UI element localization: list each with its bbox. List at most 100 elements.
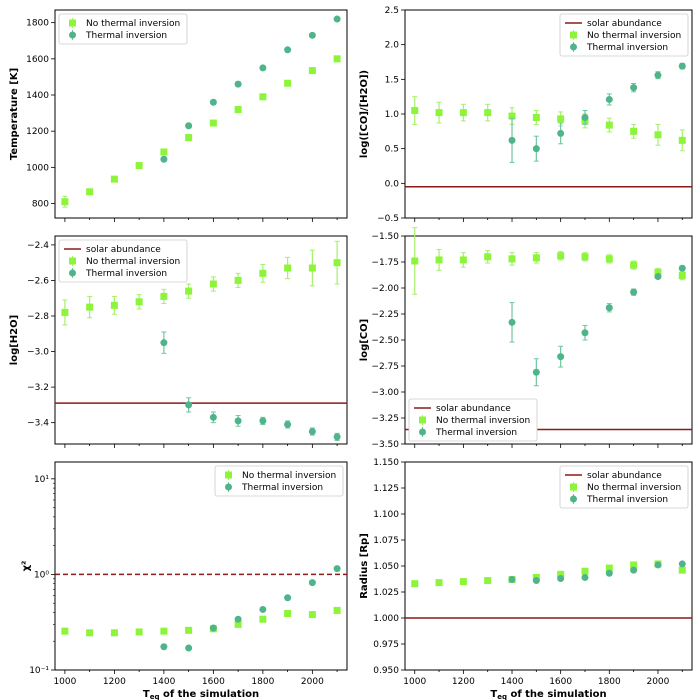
marker-thermal-inversion: [678, 264, 686, 272]
marker-thermal-inversion: [185, 401, 193, 409]
legend: solar abundance No thermal inversion Therm…: [559, 465, 689, 509]
marker-thermal-inversion: [308, 31, 316, 39]
y-tick-label: 1400: [26, 91, 49, 101]
marker-no-inversion: [557, 570, 565, 578]
marker-thermal-inversion: [557, 574, 565, 582]
y-tick-label: 2.5: [385, 6, 399, 16]
marker-no-inversion: [630, 561, 638, 569]
marker-no-inversion: [557, 115, 565, 123]
marker-no-inversion: [605, 255, 613, 263]
marker-thermal-inversion: [630, 84, 638, 92]
y-tick-label: −1.75: [371, 258, 399, 268]
y-tick-label: −2.25: [371, 310, 399, 320]
y-tick-label: 1.000: [373, 614, 399, 624]
x-axis-label-part: of the simulation: [507, 689, 607, 700]
marker-thermal-inversion: [581, 113, 589, 121]
marker-no-inversion: [284, 610, 292, 618]
legend-label: No thermal inversion: [587, 483, 681, 493]
marker-no-inversion: [308, 67, 316, 75]
y-tick-label: 1200: [26, 127, 49, 137]
legend-square-marker: [69, 257, 76, 265]
marker-no-inversion: [532, 254, 540, 262]
marker-thermal-inversion: [508, 318, 516, 326]
marker-no-inversion: [411, 257, 419, 265]
x-axis-label: Teq of the simulation: [143, 689, 259, 700]
y-axis-label: log[CO]: [359, 319, 370, 361]
marker-no-inversion: [61, 308, 69, 316]
marker-no-inversion: [435, 579, 443, 587]
marker-thermal-inversion: [185, 644, 193, 652]
marker-no-inversion: [484, 109, 492, 117]
marker-no-inversion: [333, 259, 341, 267]
marker-thermal-inversion: [581, 329, 589, 337]
marker-no-inversion: [61, 198, 69, 206]
marker-no-inversion: [160, 148, 168, 156]
marker-no-inversion: [484, 577, 492, 585]
marker-thermal-inversion: [308, 428, 316, 436]
legend-box: [58, 13, 188, 45]
x-tick-label: 1000: [53, 677, 76, 687]
marker-thermal-inversion: [654, 71, 662, 79]
marker-no-inversion: [185, 134, 193, 142]
legend: solar abundance No thermal inversion Therm…: [559, 13, 689, 57]
legend: solar abundance No thermal inversion Therm…: [408, 398, 538, 442]
marker-thermal-inversion: [678, 62, 686, 70]
y-tick-label: 800: [32, 200, 49, 210]
marker-no-inversion: [135, 298, 143, 306]
marker-thermal-inversion: [630, 288, 638, 296]
axes-frame: [54, 461, 348, 671]
legend-label: Thermal inversion: [241, 483, 323, 493]
legend-box: [559, 465, 689, 509]
marker-thermal-inversion: [259, 605, 267, 613]
legend-circle-marker: [570, 495, 577, 503]
marker-thermal-inversion: [284, 46, 292, 54]
legend-circle-marker: [570, 43, 577, 51]
marker-no-inversion: [160, 627, 168, 635]
marker-no-inversion: [435, 256, 443, 264]
legend: solar abundance No thermal inversion Therm…: [58, 239, 188, 283]
panel-co: −3.50 −3.25 −3.00 −2.75 −2.50 −2.25 −2.00 −1.75…: [359, 227, 693, 450]
y-tick-label: −2.4: [27, 241, 49, 251]
y-tick-label: 0.5: [385, 145, 399, 155]
legend-label: Thermal inversion: [586, 43, 668, 53]
legend-square-marker: [570, 483, 577, 491]
legend-label: solar abundance: [587, 19, 662, 29]
y-axis-label: Temperature [K]: [9, 68, 20, 160]
axes-frame: [54, 235, 348, 445]
marker-thermal-inversion: [605, 95, 613, 103]
x-tick-label: 2000: [646, 677, 669, 687]
marker-no-inversion: [411, 107, 419, 115]
marker-no-inversion: [110, 629, 118, 637]
marker-no-inversion: [532, 113, 540, 121]
legend-label: solar abundance: [436, 404, 511, 414]
legend-square-marker: [570, 31, 577, 39]
x-tick-label: 1800: [251, 677, 274, 687]
marker-thermal-inversion: [532, 368, 540, 376]
legend-box: [408, 398, 538, 442]
panel-chi2: 10⁻¹ 10⁰ 10¹ 1000 1200 1400 1600 1800 2000 Teq of…: [21, 461, 348, 700]
y-tick-label: −3.0: [27, 348, 49, 358]
y-tick-label: −2.8: [27, 312, 49, 322]
marker-thermal-inversion: [160, 643, 168, 651]
marker-no-inversion: [284, 264, 292, 272]
marker-no-inversion: [86, 629, 94, 637]
marker-no-inversion: [333, 55, 341, 63]
marker-thermal-inversion: [581, 573, 589, 581]
marker-thermal-inversion: [259, 417, 267, 425]
y-axis-label: χ²: [21, 561, 32, 572]
marker-thermal-inversion: [605, 569, 613, 577]
y-tick-label: −3.2: [27, 383, 49, 393]
x-tick-label: 1400: [152, 677, 175, 687]
marker-no-inversion: [654, 131, 662, 139]
marker-thermal-inversion: [508, 576, 516, 584]
axes-frame: [54, 9, 348, 219]
legend-label: Thermal inversion: [85, 269, 167, 279]
marker-thermal-inversion: [234, 615, 242, 623]
marker-thermal-inversion: [508, 136, 516, 144]
y-tick-label: −3.4: [27, 419, 49, 429]
x-tick-label: 1000: [403, 677, 426, 687]
marker-thermal-inversion: [557, 129, 565, 137]
marker-no-inversion: [581, 253, 589, 261]
marker-no-inversion: [110, 301, 118, 309]
panel-co_h2o: −0.5 0.0 0.5 1.0 1.5 2.0 2.5 log([CO]/[H2O]) sol…: [359, 6, 693, 224]
